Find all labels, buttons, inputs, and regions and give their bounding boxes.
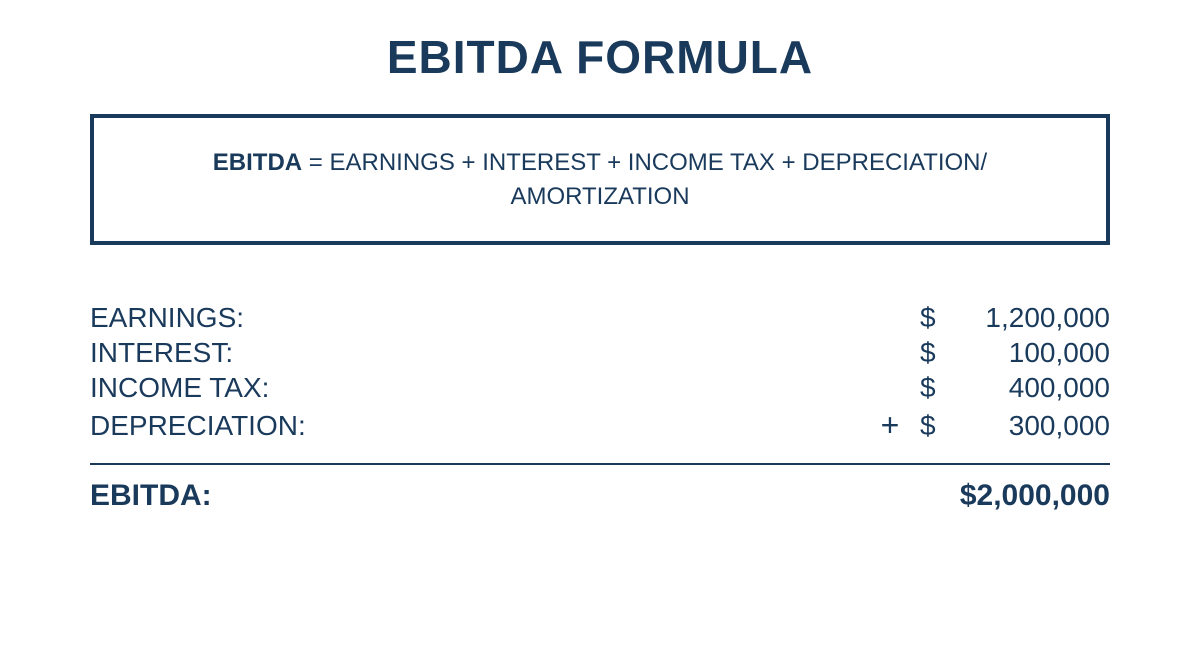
- amount: 300,000: [940, 408, 1110, 443]
- amount: 400,000: [940, 370, 1110, 405]
- total-row: EBITDA: $2,000,000: [90, 479, 1110, 513]
- row-label: DEPRECIATION:: [90, 408, 880, 443]
- formula-box: EBITDA = EARNINGS + INTEREST + INCOME TA…: [90, 114, 1110, 245]
- amount: 1,200,000: [940, 300, 1110, 335]
- table-row: EARNINGS: $ 1,200,000: [90, 300, 1110, 335]
- table-row: INTEREST: $ 100,000: [90, 335, 1110, 370]
- total-divider: [90, 463, 1110, 465]
- row-label: INTEREST:: [90, 335, 880, 370]
- formula-lhs: EBITDA: [213, 149, 302, 176]
- calculation-table: EARNINGS: $ 1,200,000 INTEREST: $ 100,00…: [90, 300, 1110, 513]
- row-value: $ 300,000: [920, 408, 1110, 443]
- formula-rhs: = EARNINGS + INTEREST + INCOME TAX + DEP…: [302, 149, 987, 210]
- table-row: INCOME TAX: $ 400,000: [90, 370, 1110, 405]
- row-label: EARNINGS:: [90, 300, 880, 335]
- plus-sign: +: [880, 405, 920, 445]
- amount: 100,000: [940, 335, 1110, 370]
- total-label: EBITDA:: [90, 479, 212, 513]
- row-value: $ 1,200,000: [920, 300, 1110, 335]
- currency-symbol: $: [920, 408, 940, 443]
- row-value: $ 100,000: [920, 335, 1110, 370]
- row-value: $ 400,000: [920, 370, 1110, 405]
- table-row: DEPRECIATION: + $ 300,000: [90, 405, 1110, 445]
- currency-symbol: $: [920, 370, 940, 405]
- row-label: INCOME TAX:: [90, 370, 880, 405]
- currency-symbol: $: [920, 300, 940, 335]
- total-value: $2,000,000: [960, 479, 1110, 513]
- currency-symbol: $: [920, 335, 940, 370]
- page-title: EBITDA FORMULA: [90, 30, 1110, 84]
